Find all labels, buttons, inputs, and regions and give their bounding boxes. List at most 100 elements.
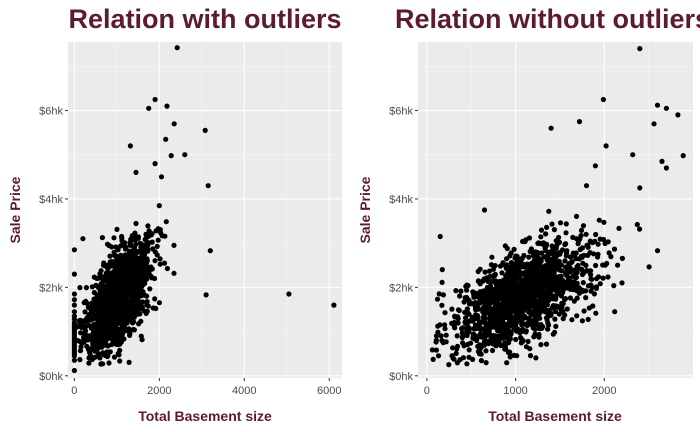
data-point <box>474 337 480 344</box>
data-point <box>506 283 512 289</box>
data-point <box>486 321 492 327</box>
data-point <box>589 284 596 290</box>
data-point <box>459 330 465 336</box>
data-point <box>502 346 508 352</box>
data-point <box>135 308 141 314</box>
data-point <box>86 360 92 366</box>
data-point <box>564 272 570 278</box>
data-point <box>145 242 151 248</box>
data-point <box>540 292 546 299</box>
data-point <box>583 231 589 237</box>
data-point <box>127 239 133 246</box>
data-point <box>171 270 177 276</box>
data-point <box>139 283 145 289</box>
data-point <box>91 305 97 311</box>
data-point <box>605 239 611 245</box>
y-tick-label: $6hk <box>389 106 413 118</box>
data-point <box>592 163 599 169</box>
x-tick-label: 2000 <box>592 385 616 397</box>
data-point <box>127 310 133 316</box>
data-point <box>605 274 611 280</box>
data-point <box>99 361 105 367</box>
data-point <box>491 316 497 322</box>
data-point <box>114 256 120 262</box>
data-point <box>477 266 483 272</box>
data-point <box>538 227 545 233</box>
data-point <box>573 274 580 280</box>
data-point <box>103 290 110 296</box>
data-point <box>81 334 87 341</box>
data-point <box>71 271 77 277</box>
data-point <box>576 119 583 125</box>
data-point <box>442 322 448 328</box>
data-point <box>497 285 503 291</box>
data-point <box>452 325 458 331</box>
right-title: Relation without outliers <box>395 4 700 34</box>
data-point <box>122 244 129 250</box>
data-point <box>527 346 533 352</box>
data-point <box>476 334 482 340</box>
data-point <box>539 250 545 256</box>
data-point <box>106 360 112 366</box>
data-point <box>527 353 534 359</box>
data-point <box>651 121 657 127</box>
data-point <box>545 255 551 261</box>
data-point <box>486 268 493 274</box>
data-point <box>654 248 661 254</box>
data-point <box>587 250 593 256</box>
data-point <box>127 143 133 149</box>
data-point <box>637 46 643 52</box>
data-point <box>559 283 565 289</box>
data-point <box>86 347 92 353</box>
data-point <box>470 335 476 341</box>
data-point <box>520 287 526 293</box>
data-point <box>182 152 188 158</box>
data-point <box>91 296 97 302</box>
data-point <box>597 281 603 287</box>
data-point <box>102 276 108 282</box>
data-point <box>481 291 487 297</box>
data-point <box>152 258 158 264</box>
data-point <box>99 311 105 317</box>
data-point <box>202 127 208 133</box>
data-point <box>535 240 541 246</box>
data-point <box>71 291 77 297</box>
data-point <box>106 335 112 341</box>
data-point <box>557 249 564 255</box>
right-y-axis-label: Sale Price <box>357 176 373 243</box>
data-point <box>562 312 568 318</box>
right-x-axis-label: Total Basement size <box>488 408 622 424</box>
data-point <box>557 220 564 226</box>
data-point <box>583 262 589 268</box>
data-point <box>501 289 507 295</box>
data-point <box>507 253 513 259</box>
data-point <box>601 236 607 243</box>
data-point <box>128 316 134 322</box>
data-point <box>117 328 123 334</box>
data-point <box>71 309 77 315</box>
data-point <box>137 300 143 306</box>
data-point <box>146 105 152 111</box>
data-point <box>480 278 486 284</box>
data-point <box>150 305 156 311</box>
data-point <box>171 121 177 127</box>
data-point <box>77 285 83 291</box>
data-point <box>539 282 545 288</box>
data-point <box>567 254 574 260</box>
data-point <box>437 233 443 240</box>
data-point <box>489 347 496 354</box>
data-point <box>588 276 594 282</box>
data-point <box>435 353 442 359</box>
data-point <box>593 310 599 316</box>
data-point <box>619 280 625 286</box>
data-point <box>475 278 481 284</box>
data-point <box>491 337 497 344</box>
data-point <box>456 307 462 314</box>
data-point <box>512 323 518 329</box>
data-point <box>502 243 508 249</box>
data-point <box>601 219 607 225</box>
data-point <box>519 308 525 314</box>
y-tick-label: $2hk <box>389 282 413 294</box>
data-point <box>583 183 590 189</box>
data-point <box>574 280 580 286</box>
